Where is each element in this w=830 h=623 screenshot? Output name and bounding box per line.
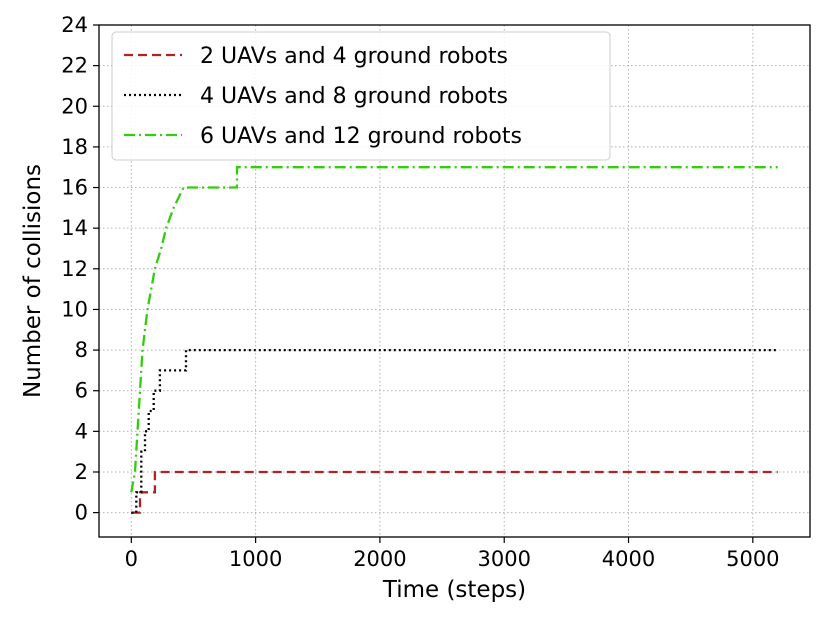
x-tick-label: 4000: [602, 547, 655, 571]
x-tick-label: 0: [125, 547, 138, 571]
y-tick-label: 16: [61, 176, 88, 200]
axis-ticks: 0 1000 2000 3000 4000 50000246810121416182022…: [61, 13, 779, 571]
y-axis-title: Number of collisions: [20, 164, 46, 398]
x-tick-label: 5000: [726, 547, 779, 571]
legend-label-1: 2 UAVs and 4 ground robots: [200, 44, 508, 69]
x-tick-label: 2000: [353, 547, 406, 571]
legend-label-3: 6 UAVs and 12 ground robots: [200, 124, 522, 149]
y-tick-label: 2: [75, 460, 88, 484]
y-tick-label: 22: [61, 54, 88, 78]
x-tick-label: 1000: [229, 547, 282, 571]
plot-area-frame: [98, 24, 811, 538]
series-line-1: [131, 470, 778, 514]
y-tick-label: 24: [61, 13, 88, 37]
y-tick-label: 6: [75, 379, 88, 403]
y-tick-label: 20: [61, 94, 88, 118]
y-tick-label: 0: [75, 501, 88, 525]
x-tick-label: 3000: [477, 547, 530, 571]
series-line-3: [130, 166, 778, 493]
series-lines: [130, 166, 778, 514]
y-tick-label: 12: [61, 257, 88, 281]
y-tick-label: 14: [61, 216, 88, 240]
y-tick-label: 8: [75, 338, 88, 362]
legend-label-2: 4 UAVs and 8 ground robots: [200, 84, 508, 109]
y-tick-label: 18: [61, 135, 88, 159]
legend: 2 UAVs and 4 ground robots 4 UAVs and 8 g…: [111, 31, 611, 161]
y-tick-label: 10: [61, 297, 88, 321]
y-tick-label: 4: [75, 419, 88, 443]
x-axis-title: Time (steps): [382, 577, 526, 603]
legend-box: [111, 31, 611, 161]
